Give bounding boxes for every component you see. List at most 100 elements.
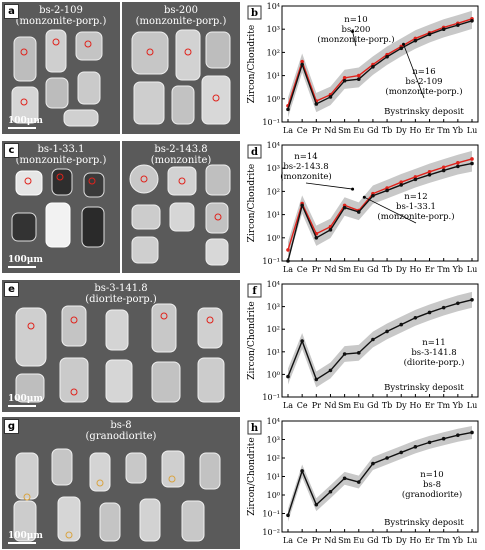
data-point <box>371 64 375 69</box>
y-tick-label: 10³ <box>267 25 280 34</box>
panel-letter: e <box>4 282 19 297</box>
scale-bar <box>8 405 36 407</box>
x-tick-label: Tm <box>437 401 450 410</box>
data-point <box>456 23 460 27</box>
annotation-text: Bystrinsky deposit <box>384 107 464 117</box>
x-tick-label: Dy <box>396 126 407 135</box>
x-tick-label: Ho <box>409 126 421 135</box>
scale-label: 100μm <box>8 531 43 541</box>
zircon-grains <box>13 448 221 542</box>
data-point <box>399 183 404 187</box>
x-tick-label: La <box>283 265 293 274</box>
data-point <box>470 297 474 302</box>
data-point <box>456 164 460 169</box>
x-tick-label: Tb <box>382 401 392 410</box>
x-tick-label: Nd <box>324 265 336 274</box>
data-point <box>286 374 290 379</box>
panel-letter-box <box>247 144 262 159</box>
data-point <box>385 188 389 193</box>
x-tick-label: Lu <box>467 126 477 135</box>
cl-image-bs-3-141.8: bs-3-141.8 (diorite-porp.) e 100μm <box>2 280 240 412</box>
annotation-arrow <box>305 182 353 190</box>
zircon-grains <box>11 168 105 248</box>
x-tick-label: La <box>283 126 293 135</box>
data-point <box>356 210 361 214</box>
y-tick-label: 10⁰ <box>267 95 280 104</box>
x-tick-label: Eu <box>353 536 364 545</box>
annotation-text: (monzonite-porp.) <box>385 86 462 97</box>
annotation-text: Bystrinsky deposit <box>384 383 464 393</box>
x-tick-label: Sm <box>338 265 351 274</box>
cl-image-bs-8: bs-8 (granodiorite) g 100μm <box>2 417 240 549</box>
scale-bar <box>8 266 36 268</box>
x-tick-label: Pr <box>312 536 321 545</box>
x-tick-label: Gd <box>367 401 379 410</box>
panel-letter-box <box>247 5 262 20</box>
x-tick-label: La <box>283 536 293 545</box>
x-tick-label: Pr <box>312 401 321 410</box>
range-band <box>288 150 472 261</box>
data-point <box>385 329 389 334</box>
x-tick-label: Sm <box>338 126 351 135</box>
data-point <box>286 259 290 263</box>
data-point <box>342 476 347 481</box>
data-point <box>356 480 361 484</box>
x-tick-label: Yb <box>452 126 463 135</box>
y-tick-label: 10² <box>267 325 280 334</box>
panel-letter: d <box>251 147 258 158</box>
data-point <box>314 102 319 106</box>
annotation-text: n=10 <box>344 15 367 25</box>
data-point <box>371 461 375 466</box>
x-tick-label: Ce <box>297 126 308 135</box>
x-tick-label: Dy <box>396 536 407 545</box>
y-tick-label: 10² <box>267 454 280 463</box>
x-tick-label: Yb <box>452 401 463 410</box>
panel-letter-box <box>247 283 262 298</box>
y-axis-label: Zircon/Chondrite <box>247 437 257 516</box>
panel-letter: g <box>4 419 19 434</box>
series-line <box>287 299 473 381</box>
zircon-grains <box>131 29 231 125</box>
x-tick-label: Nd <box>324 126 336 135</box>
x-tick-label: Yb <box>452 536 463 545</box>
x-tick-label: Tm <box>437 265 450 274</box>
data-point <box>441 168 446 173</box>
data-point <box>356 351 361 355</box>
y-tick-label: 10⁰ <box>267 234 280 243</box>
data-point <box>427 310 432 315</box>
annotation-arrow <box>403 44 425 99</box>
scale-label: 100μm <box>8 116 43 126</box>
data-point <box>470 430 474 435</box>
sample-label: bs-8 (granodiorite) <box>85 420 157 442</box>
data-point <box>470 161 474 166</box>
x-tick-label: Ce <box>297 536 308 545</box>
annotation-text: (monzonite-porp.) <box>377 211 454 222</box>
cl-image-bs-2-109: bs-2-109 (monzonite-porp.) a 100μm <box>2 2 120 134</box>
y-tick-label: 10³ <box>267 164 280 173</box>
data-point <box>328 489 333 494</box>
panel-letter: b <box>251 8 258 19</box>
data-point <box>286 248 290 252</box>
annotation-text: (granodiorite) <box>402 489 462 500</box>
ree-chart-f: 10⁻¹ 10⁰ 10¹ 10² 10³ 10⁴ Zircon/Chondrite La Ce P… <box>247 280 479 410</box>
data-point <box>356 77 361 81</box>
annotation-text: bs-2-109 <box>405 77 442 87</box>
data-point <box>413 38 418 43</box>
y-axis-label: Zircon/Chondrite <box>247 301 257 380</box>
x-tick-label: Ce <box>297 401 308 410</box>
series-line <box>287 431 473 516</box>
data-point <box>314 377 319 382</box>
x-tick-label: Er <box>425 265 435 274</box>
y-axis-label: Zircon/Chondrite <box>247 25 257 104</box>
series-line <box>287 158 473 251</box>
x-tick-label: Tb <box>382 536 392 545</box>
data-point <box>427 169 432 174</box>
y-tick-label: 10⁻¹ <box>262 393 280 402</box>
data-point <box>286 513 290 518</box>
annotation-text: bs-1-33.1 <box>396 202 436 212</box>
x-tick-label: Eu <box>353 126 364 135</box>
y-tick-label: 10⁻¹ <box>262 510 280 519</box>
series-line <box>287 162 473 262</box>
data-point <box>328 228 333 232</box>
y-tick-label: 10⁰ <box>267 491 280 500</box>
